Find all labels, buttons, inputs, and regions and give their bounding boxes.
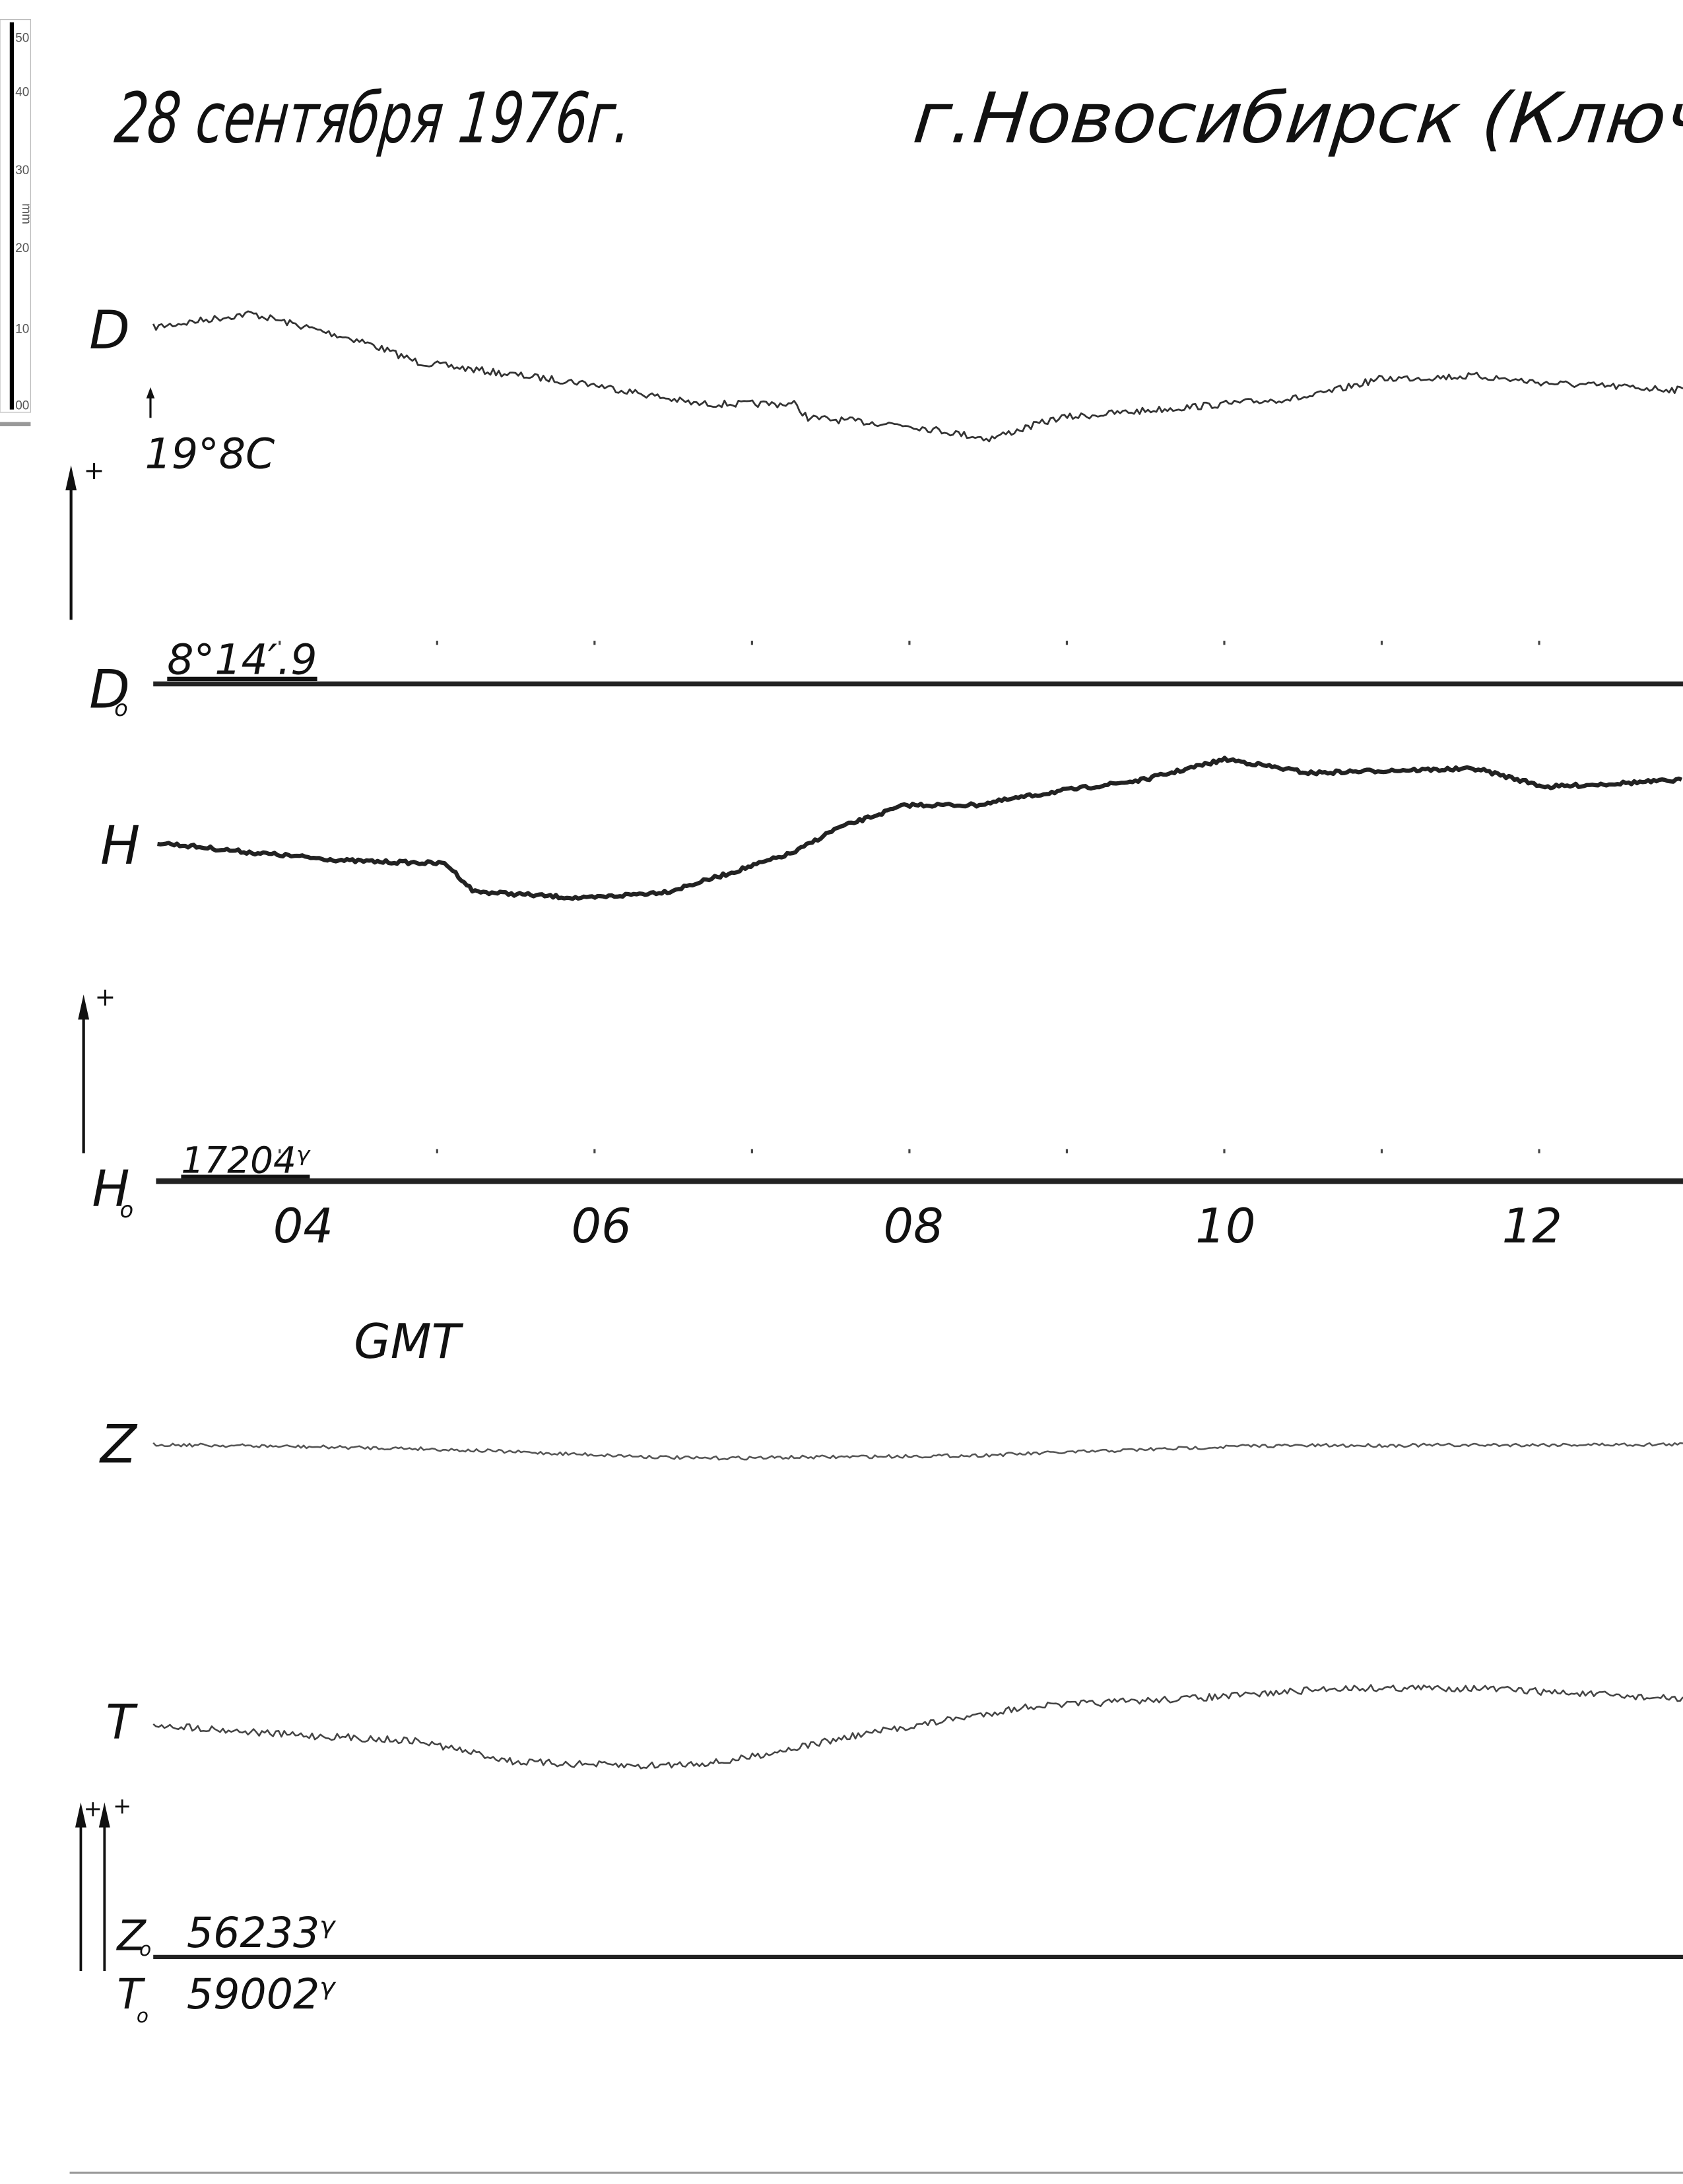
time-mark — [750, 641, 753, 645]
polarity-sign: + — [84, 456, 105, 485]
time-mark — [1380, 1149, 1383, 1153]
baseline-value: 8°14′.9 — [167, 635, 317, 684]
time-mark — [593, 641, 596, 645]
traces — [152, 310, 1683, 1770]
time-mark — [908, 1149, 911, 1153]
polarity-sign: + — [95, 982, 116, 1012]
polarity-sign: + — [84, 1796, 102, 1822]
polarity-arrow-head — [98, 1802, 110, 1828]
time-mark — [908, 641, 911, 645]
baseline-label: Z — [116, 1911, 147, 1960]
time-mark — [750, 1149, 753, 1153]
ruler-bar — [9, 22, 15, 410]
time-mark — [436, 1149, 438, 1153]
time-mark — [1065, 1149, 1069, 1153]
ruler-label: 20 — [15, 241, 29, 255]
trace — [152, 310, 1683, 443]
time-mark — [1538, 1149, 1540, 1153]
temperature: 19°8C — [145, 429, 275, 478]
time-mark — [593, 1149, 596, 1153]
baseline-value: 17204ᵞ — [181, 1139, 311, 1181]
polarity-arrow-head — [65, 465, 77, 491]
trace — [152, 1684, 1683, 1770]
baseline-value: 59002ᵞ — [187, 1970, 337, 2018]
ruler-label: 00 — [15, 399, 29, 413]
polarity-arrow-head — [78, 994, 90, 1020]
time-mark — [1538, 641, 1540, 645]
trace — [157, 755, 1683, 901]
baseline-subscript: o — [114, 695, 128, 721]
trace-label: D — [89, 300, 130, 361]
baseline-value: 56233ᵞ — [187, 1908, 337, 1957]
hour-label: 12 — [1502, 1198, 1562, 1254]
time-mark — [1380, 641, 1383, 645]
header-place: г.Новосибирск (Ключ — [910, 78, 1683, 159]
ruler-label: 30 — [15, 164, 29, 177]
time-mark — [1065, 641, 1069, 645]
baseline-subscript: o — [137, 2005, 148, 2027]
baseline-subscript: o — [120, 1197, 134, 1223]
ruler-label: 50 — [15, 31, 29, 45]
time-mark — [279, 1149, 281, 1153]
time-mark — [279, 641, 281, 645]
time-mark — [436, 641, 438, 645]
ruler-frame — [0, 18, 32, 413]
hour-label: 10 — [1195, 1198, 1255, 1254]
trace — [152, 1442, 1683, 1461]
ruler-label: 40 — [15, 86, 29, 100]
time-unit: GMT — [354, 1314, 464, 1369]
polarity-arrow-head — [75, 1802, 86, 1828]
baseline-label: D — [89, 658, 130, 720]
polarity-sign: + — [113, 1793, 131, 1818]
ruler-unit: mm — [19, 203, 33, 224]
baseline-label: T — [117, 1970, 145, 2018]
hour-label: 08 — [883, 1198, 943, 1254]
hour-label: 04 — [273, 1198, 333, 1254]
trace-label: Z — [99, 1414, 138, 1475]
baseline-label: H — [92, 1159, 129, 1218]
time-mark — [1223, 1149, 1226, 1153]
header-date: 28 сентября 1976г. — [112, 78, 636, 159]
trace-label: H — [100, 815, 140, 876]
time-mark — [1223, 641, 1226, 645]
hour-label: 06 — [571, 1198, 631, 1254]
temp-arrow-head — [146, 387, 155, 399]
ruler-label: 10 — [15, 323, 29, 337]
trace-label: T — [106, 1694, 138, 1749]
baseline-subscript: o — [139, 1938, 151, 1960]
ruler-edge — [0, 422, 31, 426]
